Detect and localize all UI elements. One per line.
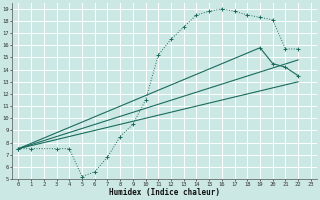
X-axis label: Humidex (Indice chaleur): Humidex (Indice chaleur) (109, 188, 220, 197)
